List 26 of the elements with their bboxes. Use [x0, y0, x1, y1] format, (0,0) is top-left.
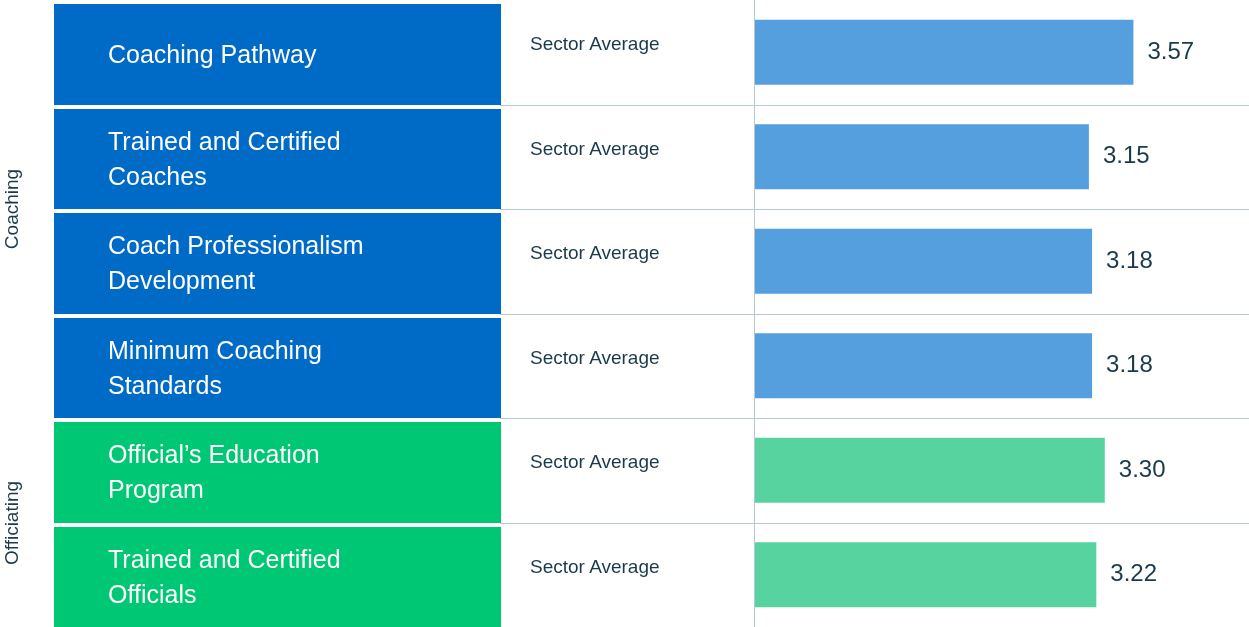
- data-label: 3.57: [1147, 36, 1195, 64]
- text: Sector Average: [530, 241, 660, 266]
- data-label: 3.30: [1118, 454, 1166, 482]
- data-label: 3.15: [1102, 141, 1150, 169]
- y-tick-label: Minimum Coaching Standards: [54, 317, 501, 418]
- text: Sector Average: [530, 554, 660, 579]
- text: Sector Average: [530, 450, 660, 475]
- y-tick-label: Coaching Pathway: [54, 4, 501, 105]
- bar: [755, 437, 1105, 503]
- bar: [755, 542, 1097, 608]
- text: Sector Average: [530, 136, 660, 161]
- bar: [755, 333, 1093, 399]
- y-tick-label: Trained and Certified Coaches: [54, 108, 501, 209]
- data-label: 3.18: [1106, 350, 1153, 378]
- y-tick-label: Coach Professionalism Development: [54, 213, 501, 314]
- bar: [755, 124, 1089, 190]
- text: Sector Average: [530, 32, 660, 57]
- y-tick-label: Official’s Education Program: [54, 422, 501, 523]
- text: Coaching: [1, 168, 23, 250]
- text: Sector Average: [530, 345, 660, 370]
- text: Officiating: [1, 480, 23, 565]
- data-label: 3.18: [1106, 245, 1153, 273]
- y-tick-label: Trained and Certified Officials: [54, 526, 501, 627]
- data-label: 3.22: [1110, 559, 1158, 587]
- bar: [755, 19, 1134, 85]
- bar: [755, 228, 1093, 294]
